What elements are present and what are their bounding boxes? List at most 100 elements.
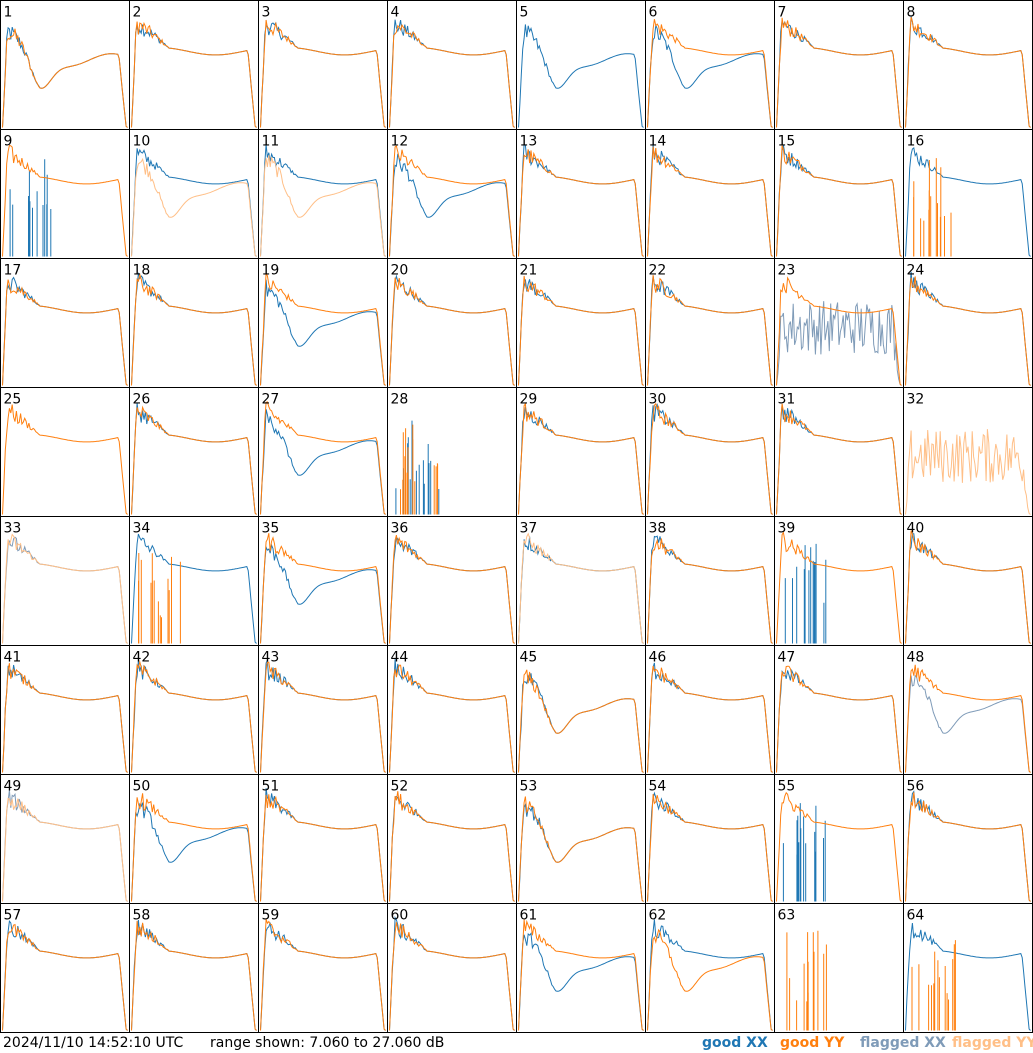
yy-trace — [131, 272, 257, 386]
panel-label: 30 — [649, 392, 667, 408]
yy-trace — [389, 534, 515, 644]
panel-label: 61 — [520, 908, 538, 924]
panel-label: 12 — [391, 134, 409, 150]
panel-label: 34 — [133, 521, 151, 537]
panel-frame — [903, 258, 1033, 388]
yy-trace — [647, 794, 773, 902]
panel-label: 11 — [262, 134, 280, 150]
yy-trace — [260, 155, 386, 257]
xx-trace — [131, 148, 257, 257]
yy-trace — [776, 17, 902, 128]
panel-label: 57 — [4, 908, 22, 924]
panel-label: 40 — [907, 521, 925, 537]
panel-frame — [129, 645, 259, 775]
yy-trace — [260, 794, 386, 902]
panel-label: 4 — [391, 5, 400, 21]
panel-label: 31 — [778, 392, 796, 408]
panel-frame — [645, 0, 775, 130]
panel-label: 54 — [649, 779, 667, 795]
panel-frame — [516, 903, 646, 1033]
yy-trace — [131, 920, 257, 1031]
panel-label: 55 — [778, 779, 796, 795]
panel-frame — [903, 0, 1033, 130]
panel-label: 9 — [4, 134, 13, 150]
panel-label: 19 — [262, 263, 280, 279]
xx-trace — [776, 301, 902, 386]
panel-label: 16 — [907, 134, 925, 150]
yy-trace — [647, 19, 773, 128]
xx-trace — [260, 144, 386, 257]
panel-frame — [774, 645, 904, 775]
panel-label: 35 — [262, 521, 280, 537]
yy-trace — [389, 922, 515, 1031]
yy-trace — [131, 405, 257, 515]
panel-label: 51 — [262, 779, 280, 795]
yy-trace — [518, 402, 644, 515]
panel-frame — [129, 0, 259, 130]
panel-frame — [774, 903, 904, 1033]
yy-trace — [260, 919, 386, 1031]
yy-trace — [518, 275, 644, 386]
yy-trace — [2, 404, 128, 515]
panel-frame — [129, 129, 259, 259]
panel-label: 53 — [520, 779, 538, 795]
yy-trace — [260, 401, 386, 515]
panel-frame — [387, 903, 517, 1033]
panel-label: 24 — [907, 263, 925, 279]
legend-flagged-yy: flagged YY — [952, 1035, 1033, 1051]
panel-label: 2 — [133, 5, 142, 21]
panel-label: 41 — [4, 650, 22, 666]
footer-bar: 2024/11/10 14:52:10 UTC range shown: 7.0… — [0, 1033, 1033, 1053]
yy-trace — [647, 538, 773, 644]
panel-frame — [645, 129, 775, 259]
yy-trace — [905, 664, 1031, 773]
panel-frame — [0, 129, 130, 259]
panel-label: 62 — [649, 908, 667, 924]
panel-label: 18 — [133, 263, 151, 279]
xx-trace — [131, 533, 257, 644]
panel-frame — [0, 0, 130, 130]
panel-label: 58 — [133, 908, 151, 924]
yy-trace — [905, 17, 1031, 128]
yy-trace — [518, 919, 644, 1031]
yy-trace — [131, 157, 257, 257]
panel-label: 39 — [778, 521, 796, 537]
panel-frame — [0, 645, 130, 775]
xx-trace — [905, 146, 1031, 257]
panel-frame — [645, 645, 775, 775]
panel-label: 21 — [520, 263, 538, 279]
timestamp: 2024/11/10 14:52:10 UTC — [3, 1035, 184, 1051]
panel-label: 43 — [262, 650, 280, 666]
yy-trace — [389, 23, 515, 128]
xx-trace — [647, 919, 773, 1031]
panel-label: 45 — [520, 650, 538, 666]
yy-trace — [518, 149, 644, 257]
panel-frame — [774, 0, 904, 130]
panel-label: 10 — [133, 134, 151, 150]
yy-trace — [776, 403, 902, 515]
panel-label: 6 — [649, 5, 658, 21]
yy-trace — [518, 532, 644, 644]
yy-trace — [776, 665, 902, 773]
legend-good-xx: good XX — [702, 1035, 768, 1051]
panel-label: 60 — [391, 908, 409, 924]
yy-trace — [131, 660, 257, 773]
yy-trace — [905, 276, 1031, 386]
panel-label: 50 — [133, 779, 151, 795]
panel-frame — [129, 774, 259, 904]
panel-label: 42 — [133, 650, 151, 666]
panel-label: 52 — [391, 779, 409, 795]
yy-trace — [905, 792, 1031, 902]
panel-label: 22 — [649, 263, 667, 279]
yy-trace — [389, 791, 515, 902]
panel-frame — [387, 774, 517, 904]
yy-trace — [786, 930, 827, 1031]
panel-label: 64 — [907, 908, 925, 924]
panel-frame — [516, 645, 646, 775]
panel-frame — [129, 387, 259, 517]
yy-trace — [913, 158, 952, 257]
yy-trace — [260, 661, 386, 773]
xx-trace — [260, 543, 386, 644]
yy-trace — [260, 19, 386, 128]
yy-trace — [389, 277, 515, 386]
